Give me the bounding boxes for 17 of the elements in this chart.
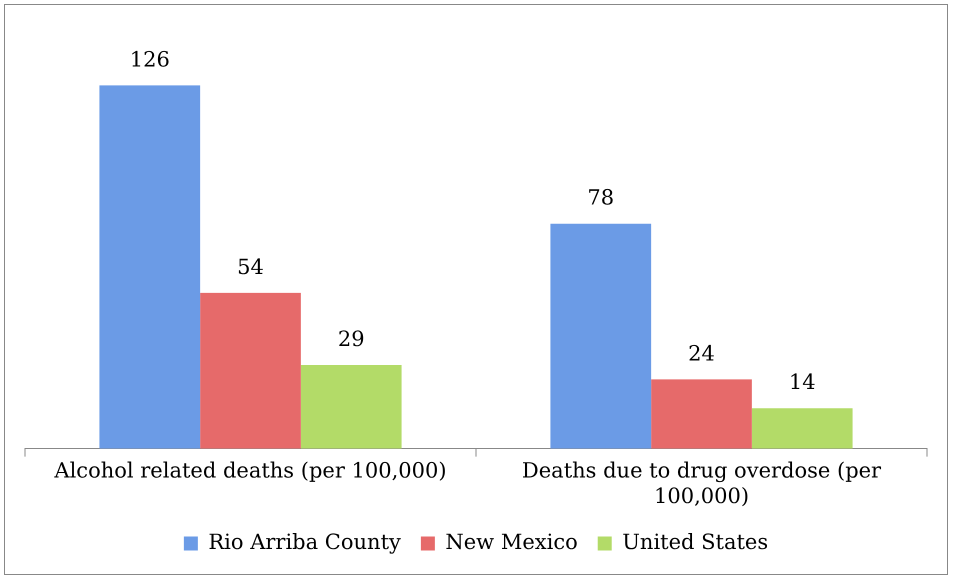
data-label: 29: [338, 326, 365, 351]
data-label: 78: [587, 186, 614, 210]
x-tick-label: Deaths due to drug overdose (per 100,000): [522, 458, 882, 508]
bar: [99, 85, 200, 449]
data-label: 54: [237, 254, 264, 279]
data-label: 14: [788, 370, 816, 394]
data-label: 24: [688, 341, 715, 366]
data-label: 126: [130, 47, 170, 72]
bar: [752, 408, 853, 449]
bar: [200, 292, 301, 449]
bar: [300, 364, 402, 449]
legend-label: Rio Arriba County: [208, 530, 402, 554]
x-tick-label: Alcohol related deaths (per 100,000): [53, 458, 447, 483]
legend-label: New Mexico: [445, 530, 578, 554]
bar: [651, 379, 752, 449]
legend-label: United States: [622, 530, 768, 554]
bar: [550, 224, 652, 449]
